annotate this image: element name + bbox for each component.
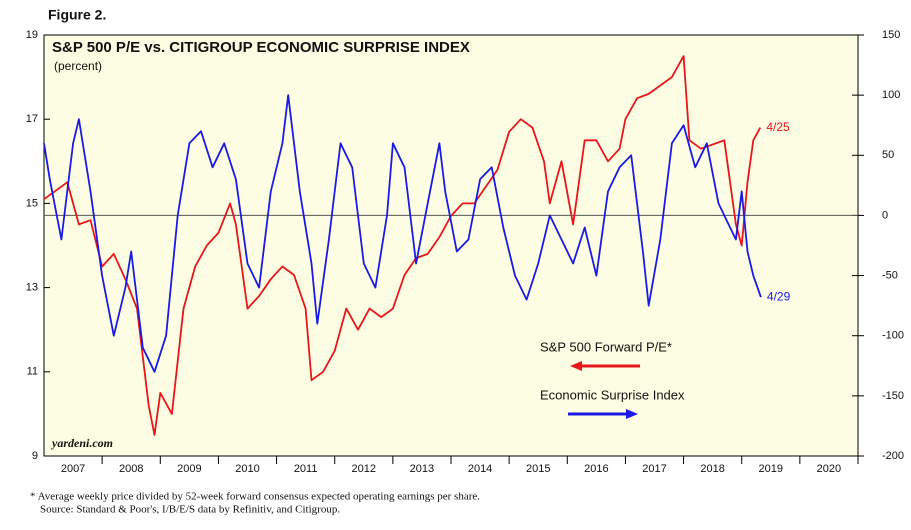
y2-tick-label: 150	[882, 29, 900, 41]
x-tick-label: 2017	[642, 463, 666, 475]
x-tick-label: 2011	[294, 463, 318, 475]
x-tick-label: 2012	[352, 463, 376, 475]
legend-label: Economic Surprise Index	[540, 387, 685, 402]
series-line	[43, 94, 762, 373]
x-tick-label: 2013	[410, 463, 434, 475]
y-tick-label: 13	[26, 282, 38, 294]
y-tick-label: 19	[26, 29, 38, 41]
x-tick-label: 2014	[468, 463, 492, 475]
x-tick-label: 2008	[119, 463, 143, 475]
source-tag: yardeni.com	[50, 436, 113, 450]
legend-arrowhead	[626, 409, 638, 419]
x-tick-label: 2009	[177, 463, 201, 475]
x-tick-label: 2016	[584, 463, 608, 475]
y2-tick-label: 100	[882, 89, 900, 101]
x-tick-label: 2015	[526, 463, 550, 475]
footnote: Source: Standard & Poor's, I/B/E/S data …	[40, 504, 340, 516]
x-tick-label: 2010	[235, 463, 259, 475]
legend-arrowhead	[570, 361, 582, 371]
series-line	[43, 55, 762, 436]
end-label: 4/25	[766, 120, 790, 134]
y2-tick-label: 50	[882, 149, 894, 161]
y-tick-label: 17	[26, 113, 38, 125]
chart-subtitle: (percent)	[54, 59, 102, 73]
y-tick-label: 15	[26, 197, 38, 209]
plot-area	[43, 34, 859, 457]
y2-tick-label: -50	[882, 269, 898, 281]
y2-tick-label: 0	[882, 209, 888, 221]
x-tick-label: 2019	[759, 463, 783, 475]
x-tick-label: 2007	[61, 463, 85, 475]
y-tick-label: 11	[27, 366, 38, 378]
y2-tick-label: -200	[882, 450, 904, 462]
x-tick-label: 2018	[700, 463, 724, 475]
end-label: 4/29	[767, 289, 791, 303]
footnote: * Average weekly price divided by 52-wee…	[30, 491, 480, 503]
y2-tick-label: -100	[882, 330, 904, 342]
legend-label: S&P 500 Forward P/E*	[540, 339, 672, 354]
x-tick-label: 2020	[817, 463, 841, 475]
y2-tick-label: -150	[882, 390, 904, 402]
figure-label: Figure 2.	[48, 7, 106, 23]
chart-title: S&P 500 P/E vs. CITIGROUP ECONOMIC SURPR…	[52, 39, 470, 56]
y-tick-label: 9	[32, 450, 38, 462]
